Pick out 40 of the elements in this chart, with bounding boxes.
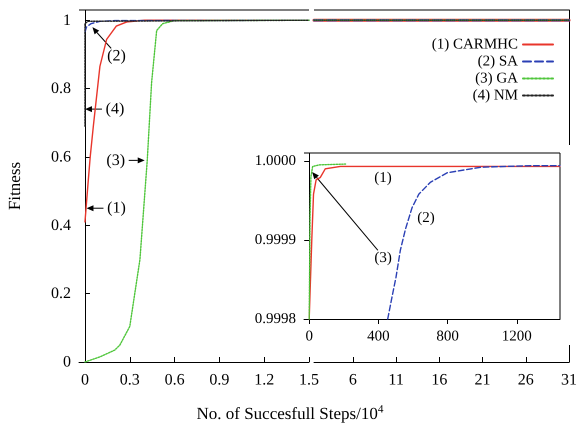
- y-tick-label: 0.4: [51, 216, 71, 234]
- annotation: (3): [106, 152, 126, 169]
- x-tick-label: 1.5: [299, 372, 319, 388]
- y-tick-label: 0.9998: [254, 311, 296, 327]
- line-series: [84, 20, 310, 127]
- annotation: (1): [374, 170, 392, 186]
- y-tick-label: 0.8: [51, 80, 71, 98]
- legend-label: (3) GA: [475, 70, 518, 86]
- line-series: [308, 163, 346, 320]
- x-tick-label: 21: [474, 372, 491, 388]
- y-axis-title: Fitness: [5, 162, 24, 210]
- x-tick-label: 800: [436, 328, 459, 344]
- x-tick-label: 31: [561, 372, 577, 388]
- x-tick-label: 1.2: [254, 372, 274, 388]
- x-tick-label: 1200: [502, 328, 532, 344]
- x-tick-label: 6: [348, 372, 357, 388]
- x-tick-label: 0.9: [209, 372, 230, 388]
- x-tick-label: 0.6: [164, 372, 185, 388]
- x-tick-label: 16: [431, 372, 448, 388]
- y-tick-label: 0.9999: [254, 232, 296, 248]
- legend-label: (4) NM: [472, 88, 518, 104]
- x-tick-label: 11: [388, 372, 404, 388]
- x-tick-label: 0: [80, 372, 89, 388]
- legend-label: (1) CARMHC: [432, 36, 518, 52]
- annotation: (1): [107, 200, 126, 217]
- annotation: (4): [106, 100, 124, 118]
- legend-label: (2) SA: [478, 54, 518, 70]
- y-tick-label: 1: [63, 12, 71, 29]
- x-tick-label: 26: [518, 372, 534, 388]
- x-tick-label: 0: [305, 328, 313, 344]
- annotation: (2): [107, 48, 126, 65]
- x-tick-label: 400: [367, 328, 390, 344]
- annotation: (3): [374, 250, 392, 266]
- y-tick-label: 1.0000: [254, 152, 296, 169]
- y-tick-label: 0: [63, 354, 71, 370]
- line-series: [308, 166, 561, 320]
- annotation: (2): [417, 210, 435, 226]
- y-tick-label: 0.2: [51, 285, 71, 302]
- x-tick-label: 0.3: [120, 372, 140, 388]
- y-tick-label: 0.6: [51, 148, 71, 166]
